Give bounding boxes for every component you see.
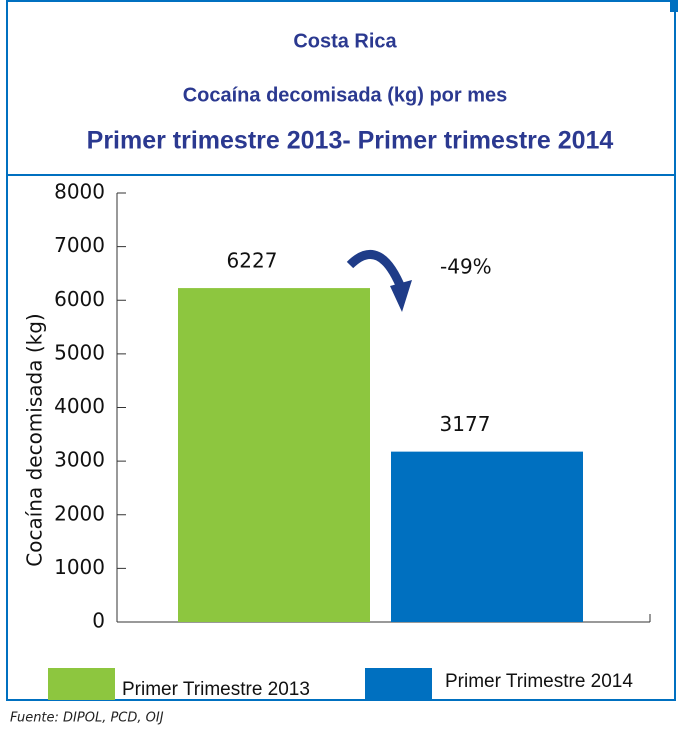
chart-subtitle: Primer trimestre 2013- Primer trimestre … xyxy=(87,127,614,155)
y-tick-label: 2000 xyxy=(54,501,105,525)
y-tick-label: 8000 xyxy=(54,180,105,204)
legend-label: Primer Trimestre 2013 xyxy=(122,679,310,700)
corner xyxy=(670,0,678,12)
legend-label: Primer Trimestre 2014 xyxy=(445,671,633,692)
chart-subtitle: Cocaína decomisada (kg) por mes xyxy=(183,84,508,106)
arrow-head xyxy=(390,280,412,312)
y-tick-label: 3000 xyxy=(54,448,105,472)
y-tick-label: 6000 xyxy=(54,287,105,311)
data-label: 3177 xyxy=(440,412,491,436)
y-tick-label: 5000 xyxy=(54,340,105,364)
y-tick-label: 7000 xyxy=(54,233,105,257)
y-tick-label: 1000 xyxy=(54,555,105,579)
data-label: 6227 xyxy=(227,249,278,273)
source: Fuente: DIPOL, PCD, OIJ xyxy=(10,711,164,726)
y-tick-label: 4000 xyxy=(54,394,105,418)
bar xyxy=(391,451,583,622)
y-tick-label: 0 xyxy=(92,609,105,633)
legend-swatch xyxy=(365,668,432,700)
annotation: -49% xyxy=(440,255,492,279)
arrow xyxy=(346,250,407,292)
y-axis-label: Cocaína decomisada (kg) xyxy=(23,313,47,566)
frame xyxy=(6,0,676,701)
legend-swatch xyxy=(48,668,115,700)
chart-title: Costa Rica xyxy=(293,30,397,52)
bar xyxy=(178,288,370,622)
